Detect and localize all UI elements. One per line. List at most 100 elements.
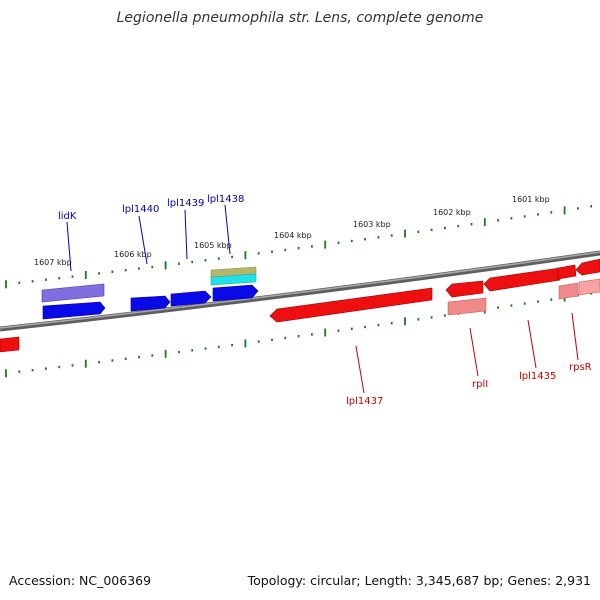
leader-rpli	[469, 327, 479, 377]
ruler-tick	[457, 224, 460, 228]
ruler-tick	[111, 270, 114, 273]
gene-lidk[interactable]	[42, 301, 106, 320]
ruler-label-1603: 1603 kbp	[353, 220, 391, 229]
ruler-tick	[577, 207, 579, 210]
ruler-tick	[58, 365, 61, 369]
ruler-tick	[111, 359, 114, 362]
ruler-tick	[590, 205, 593, 208]
ruler-tick	[84, 359, 87, 368]
ruler-tick	[297, 247, 300, 250]
ruler-tick	[430, 316, 433, 319]
ruler-tick	[71, 364, 74, 367]
leader-lpl1439	[184, 209, 188, 260]
ruler-tick	[337, 329, 340, 332]
gene-rpsr[interactable]	[557, 264, 577, 280]
gene-lpl1435[interactable]	[483, 267, 561, 292]
gene-lpl1437[interactable]	[269, 287, 433, 323]
ruler-tick	[311, 333, 313, 336]
ruler-tick	[191, 260, 194, 264]
leader-lpl1440	[138, 215, 148, 265]
ruler-label-1605: 1605 kbp	[194, 241, 232, 250]
feature-lpl1438-annotation-2[interactable]	[210, 273, 257, 286]
ruler-tick	[417, 230, 420, 233]
ruler-tick	[563, 206, 566, 215]
ruler-tick	[257, 252, 260, 255]
ruler-tick	[18, 370, 21, 373]
genome-backbone	[0, 250, 600, 332]
leader-lpl1435	[527, 319, 537, 369]
ruler-tick	[124, 357, 127, 360]
ruler-tick	[58, 277, 61, 280]
ruler-tick	[350, 327, 353, 330]
ruler-tick	[404, 229, 406, 238]
ruler-tick	[324, 240, 327, 249]
minus-strand-features	[0, 258, 600, 353]
map-title: Legionella pneumophila str. Lens, comple…	[116, 10, 484, 26]
ruler-tick	[470, 223, 473, 226]
gene-rpli[interactable]	[445, 280, 484, 298]
ruler-tick	[191, 349, 194, 352]
ruler-tick	[138, 267, 140, 270]
ruler-tick	[271, 250, 273, 253]
upper-ruler	[5, 205, 593, 289]
plus-gene-labels: lidK lpl1440 lpl1439 lpl1438	[58, 194, 244, 222]
gene-next-minus[interactable]	[575, 258, 600, 276]
label-lpl1438[interactable]: lpl1438	[207, 194, 244, 205]
ruler-tick	[178, 350, 180, 354]
ruler-tick	[151, 265, 154, 269]
label-lpl1435[interactable]: lpl1435	[519, 371, 556, 382]
ruler-tick	[164, 261, 167, 270]
label-rpli[interactable]: rplI	[472, 379, 488, 390]
ruler-tick	[537, 213, 539, 216]
plus-strand-features	[41, 266, 259, 320]
ruler-tick	[510, 304, 513, 307]
ruler-tick	[284, 248, 287, 252]
ruler-tick	[71, 275, 74, 278]
ruler-tick	[297, 335, 300, 338]
ruler-tick	[45, 367, 47, 370]
label-lpl1439[interactable]: lpl1439	[167, 198, 204, 209]
label-lpl1437[interactable]: lpl1437	[346, 396, 383, 407]
minus-label-leaders	[355, 312, 579, 394]
feature-lidk-annotation[interactable]	[41, 283, 105, 303]
ruler-tick	[5, 369, 7, 378]
feature-rpsr-annotation[interactable]	[558, 282, 579, 300]
gene-lpl1439[interactable]	[170, 290, 212, 307]
gene-lpl1438[interactable]	[212, 284, 259, 302]
feature-next-annotation[interactable]	[578, 278, 600, 296]
ruler-tick	[151, 354, 154, 357]
feature-rpli-annotation[interactable]	[447, 297, 487, 316]
ruler-labels: 1607 kbp 1606 kbp 1605 kbp 1604 kbp 1603…	[34, 195, 550, 267]
gene-left-edge[interactable]	[0, 336, 20, 353]
ruler-label-1602: 1602 kbp	[433, 208, 471, 217]
ruler-tick	[124, 269, 127, 272]
label-lidk[interactable]: lidK	[58, 211, 77, 222]
ruler-tick	[430, 228, 433, 232]
ruler-tick	[497, 219, 499, 222]
ruler-tick	[390, 322, 393, 325]
ruler-tick	[377, 236, 380, 239]
ruler-tick	[284, 336, 287, 340]
ruler-tick	[204, 259, 207, 262]
ruler-tick	[45, 278, 47, 281]
ruler-tick	[271, 338, 273, 341]
leader-lpl1437	[355, 345, 365, 394]
ruler-tick	[483, 218, 486, 227]
plus-label-leaders	[66, 204, 231, 272]
ruler-tick	[138, 355, 140, 359]
ruler-tick	[377, 323, 380, 327]
label-rpsr[interactable]: rpsR	[569, 362, 592, 373]
accession-text: Accession: NC_006369	[9, 573, 152, 588]
leader-rpsr	[571, 312, 579, 361]
ruler-tick	[204, 347, 207, 350]
ruler-tick	[404, 317, 406, 326]
ruler-tick	[523, 215, 526, 218]
gene-lpl1440[interactable]	[130, 295, 171, 312]
minus-gene-labels: lpl1437 rplI lpl1435 rpsR	[346, 362, 592, 407]
label-lpl1440[interactable]: lpl1440	[122, 204, 159, 215]
ruler-tick	[324, 328, 327, 337]
ruler-tick	[217, 345, 220, 349]
ruler-tick	[510, 217, 513, 220]
genome-summary-text: Topology: circular; Length: 3,345,687 bp…	[247, 573, 591, 588]
